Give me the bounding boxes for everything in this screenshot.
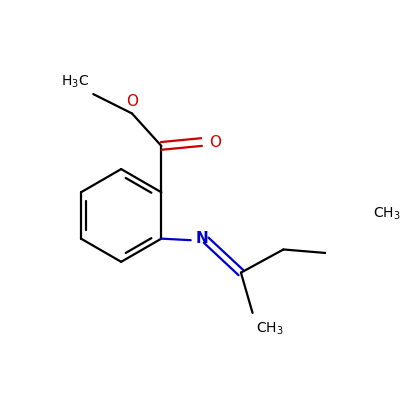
Text: CH$_3$: CH$_3$ [256,320,283,337]
Text: N: N [195,231,208,246]
Text: CH$_3$: CH$_3$ [373,206,400,222]
Text: H$_3$C: H$_3$C [60,74,89,90]
Text: O: O [126,94,138,109]
Text: O: O [209,134,221,150]
